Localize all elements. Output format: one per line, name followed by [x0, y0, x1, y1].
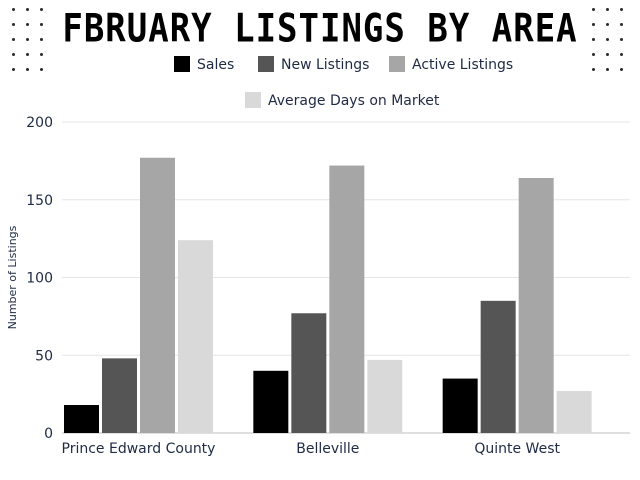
decorative-dot	[592, 68, 595, 71]
legend-label: Average Days on Market	[268, 93, 440, 109]
decorative-dot	[606, 23, 609, 26]
bar-new-listings	[102, 358, 137, 433]
decorative-dot	[620, 38, 623, 41]
decorative-dot	[606, 53, 609, 56]
decorative-dot	[592, 23, 595, 26]
decorative-dot	[12, 68, 15, 71]
x-category-label: Belleville	[296, 441, 359, 457]
chart-title: FBRUARY LISTINGS BY AREA	[62, 6, 578, 52]
decorative-dot	[40, 23, 43, 26]
bar-active-listings	[140, 157, 175, 433]
bar-sales	[64, 405, 99, 433]
y-tick-label: 100	[26, 271, 53, 287]
decorative-dot	[26, 53, 29, 56]
decorative-dot	[620, 68, 623, 71]
legend-swatch	[389, 56, 405, 72]
decorative-dot	[12, 23, 15, 26]
bar-average-days-on-market	[367, 359, 403, 433]
decorative-dot	[12, 8, 15, 11]
decorative-dot	[26, 38, 29, 41]
decorative-dot	[40, 38, 43, 41]
decorative-dot	[606, 8, 609, 11]
legend-label: New Listings	[281, 57, 369, 73]
bar-active-listings	[329, 165, 365, 434]
legend-label: Active Listings	[412, 57, 513, 73]
decorative-dot	[592, 8, 595, 11]
legend-label: Sales	[197, 57, 234, 73]
decorative-dot	[606, 68, 609, 71]
decorative-dot	[620, 8, 623, 11]
decorative-dot	[12, 38, 15, 41]
y-tick-label: 0	[44, 426, 53, 442]
x-category-label: Prince Edward County	[62, 441, 216, 457]
decorative-dot	[40, 8, 43, 11]
decorative-dot	[40, 53, 43, 56]
decorative-dot	[26, 23, 29, 26]
decorative-dot	[606, 38, 609, 41]
y-tick-label: 200	[26, 115, 53, 131]
bar-sales	[442, 378, 478, 433]
bar-sales	[253, 370, 289, 433]
decorative-dot	[620, 23, 623, 26]
bar-new-listings	[480, 300, 516, 433]
y-tick-label: 150	[26, 193, 53, 209]
legend-swatch	[245, 92, 261, 108]
decorative-dot	[26, 68, 29, 71]
bar-average-days-on-market	[178, 240, 213, 433]
y-tick-label: 50	[35, 348, 53, 364]
decorative-dot	[12, 53, 15, 56]
legend-swatch	[174, 56, 190, 72]
decorative-dot	[26, 8, 29, 11]
bar-new-listings	[291, 313, 327, 433]
legend-swatch	[258, 56, 274, 72]
x-category-label: Quinte West	[474, 441, 560, 457]
y-axis-label: Number of Listings	[6, 225, 19, 329]
bar-average-days-on-market	[556, 391, 592, 433]
decorative-dot	[592, 53, 595, 56]
decorative-dot	[40, 68, 43, 71]
decorative-dot	[592, 38, 595, 41]
decorative-dot	[620, 53, 623, 56]
bar-active-listings	[518, 177, 554, 433]
